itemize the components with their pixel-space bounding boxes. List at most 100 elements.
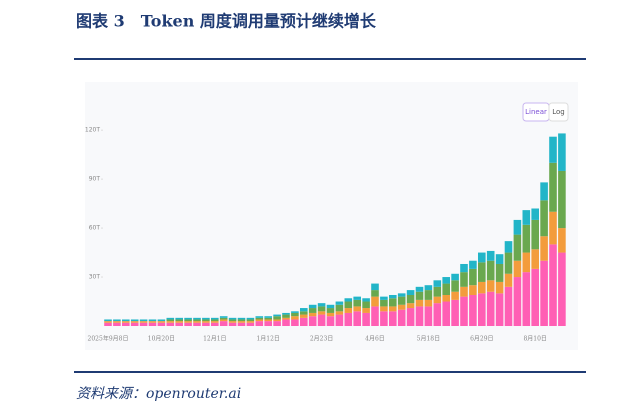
bar-segment: [460, 296, 468, 326]
bar-segment: [211, 322, 219, 326]
bar-segment: [540, 236, 548, 261]
source-note: 资料来源：openrouter.ai: [76, 386, 241, 402]
bar-segment: [415, 286, 424, 292]
bar-segment: [308, 308, 317, 313]
bar-segment: [478, 262, 486, 282]
bar-segment: [478, 252, 486, 263]
bar-segment: [202, 321, 210, 323]
bar-segment: [228, 321, 237, 323]
bar-segment: [469, 285, 477, 295]
bar-segment: [139, 321, 148, 323]
bar-segment: [415, 299, 424, 307]
bar-segment: [130, 322, 139, 326]
bar-segment: [513, 219, 522, 235]
bar-segment: [148, 322, 157, 326]
bar-segment: [380, 306, 388, 312]
bar-segment: [469, 268, 477, 286]
bar-segment: [531, 208, 539, 220]
bar-segment: [282, 314, 290, 318]
bar-segment: [148, 319, 157, 322]
x-tick-label: 1月12日: [256, 336, 279, 343]
plot: 30T 60T 90T 120T 2025年9月8日 10月20日 12月1日 1月12日 2月…: [85, 127, 566, 343]
bar-segment: [157, 319, 166, 322]
bar-segment: [184, 321, 192, 323]
bar-segment: [255, 316, 264, 318]
bar-segment: [486, 250, 495, 261]
bar-segment: [406, 290, 415, 295]
bar-segment: [344, 301, 353, 309]
bar-segment: [344, 312, 353, 326]
bar-segment: [371, 296, 379, 307]
bar-segment: [371, 290, 379, 297]
bar-segment: [175, 322, 183, 326]
bar-segment: [104, 321, 112, 323]
bar-segment: [495, 281, 504, 294]
bar-segment: [433, 296, 442, 304]
bar-segment: [308, 312, 317, 317]
bar-segment: [139, 322, 148, 326]
bar-segment: [504, 241, 513, 253]
bar-segment: [291, 311, 299, 313]
x-tick-label: 10月20日: [148, 336, 175, 343]
button-label[interactable]: Linear: [525, 108, 547, 116]
x-tick-label: 12月1日: [203, 336, 226, 343]
bar-segment: [193, 317, 201, 320]
bar-segment: [433, 303, 442, 326]
bar-segment: [486, 291, 495, 326]
bar-segment: [246, 321, 255, 323]
y-tick-label: 60T: [89, 225, 101, 232]
bar-segment: [273, 316, 281, 320]
bar-segment: [291, 316, 299, 320]
bar-segment: [433, 280, 442, 287]
bar-segment: [104, 319, 112, 322]
bar-segment: [335, 314, 344, 326]
bar-segment: [166, 319, 175, 322]
bar-segment: [193, 321, 201, 323]
bar-segment: [540, 182, 548, 201]
bar-segment: [522, 252, 531, 273]
bar-segment: [282, 317, 290, 320]
bar-segment: [504, 273, 513, 287]
x-tick-label: 4月6日: [365, 336, 385, 343]
bar-segment: [389, 294, 397, 299]
bar-segment: [495, 293, 504, 326]
bar-segment: [558, 228, 566, 253]
bar-segment: [335, 301, 344, 305]
x-tick-label: 2月23日: [310, 336, 333, 343]
bar-segment: [237, 319, 246, 322]
bar-segment: [540, 200, 548, 237]
bar-segment: [353, 306, 361, 312]
bar-segment: [460, 286, 468, 297]
bar-segment: [122, 319, 130, 322]
button-label[interactable]: Log: [552, 108, 565, 116]
bar-segment: [228, 322, 237, 326]
bar-segment: [113, 321, 121, 323]
bar-segment: [255, 317, 264, 320]
bar-segment: [211, 319, 219, 322]
button[interactable]: [548, 102, 569, 122]
x-tick-label: 5月18日: [417, 336, 440, 343]
bar-segment: [264, 319, 272, 322]
bar-segment: [478, 293, 486, 326]
bar-segment: [184, 319, 192, 322]
bar-segment: [486, 280, 495, 292]
bar-segment: [148, 321, 157, 323]
bar-segment: [451, 299, 459, 326]
bar-segment: [344, 298, 353, 302]
bar-segment: [255, 319, 264, 322]
bar-segment: [193, 319, 201, 322]
bar-segment: [175, 317, 183, 320]
bar-segment: [282, 312, 290, 315]
bar-segment: [389, 298, 397, 307]
bar-segment: [344, 308, 353, 313]
bar-segment: [406, 303, 415, 309]
bar-segment: [362, 312, 370, 326]
bar-segment: [300, 308, 308, 312]
bar-segment: [424, 306, 433, 326]
bar-segment: [362, 298, 370, 302]
bar-segment: [122, 321, 130, 323]
bar-segment: [415, 306, 424, 326]
x-tick-label: 8月10日: [523, 336, 546, 343]
bar-segment: [273, 319, 281, 322]
